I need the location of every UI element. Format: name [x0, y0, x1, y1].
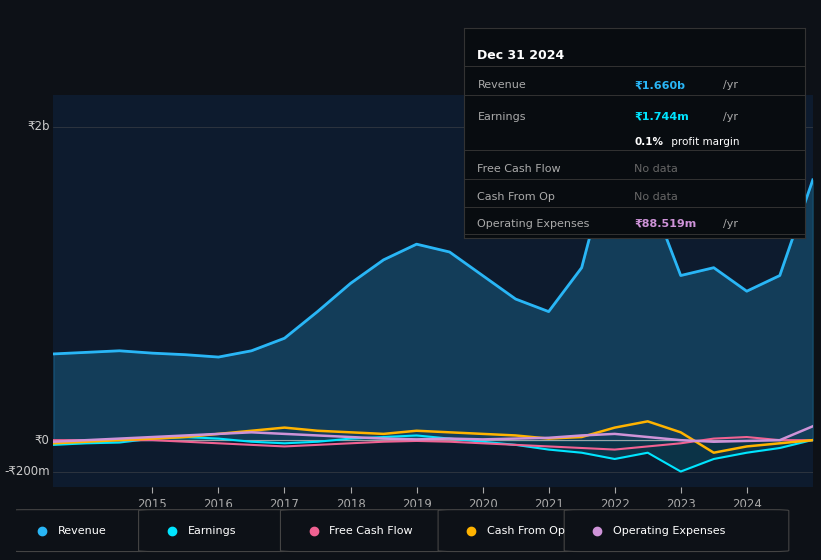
Text: ₹2b: ₹2b — [27, 120, 49, 133]
FancyBboxPatch shape — [139, 510, 292, 552]
Text: /yr: /yr — [722, 81, 738, 91]
Text: Cash From Op: Cash From Op — [478, 192, 555, 202]
Text: ₹1.744m: ₹1.744m — [635, 112, 689, 122]
Text: No data: No data — [635, 165, 678, 175]
Text: /yr: /yr — [722, 219, 738, 229]
Text: Operating Expenses: Operating Expenses — [613, 526, 726, 535]
FancyBboxPatch shape — [8, 510, 154, 552]
Text: Earnings: Earnings — [478, 112, 526, 122]
Text: Revenue: Revenue — [478, 81, 526, 91]
Text: ₹88.519m: ₹88.519m — [635, 219, 696, 229]
FancyBboxPatch shape — [564, 510, 789, 552]
Text: Operating Expenses: Operating Expenses — [478, 219, 589, 229]
Text: Cash From Op: Cash From Op — [487, 526, 565, 535]
Text: Free Cash Flow: Free Cash Flow — [329, 526, 413, 535]
Text: profit margin: profit margin — [668, 137, 740, 147]
Text: Earnings: Earnings — [187, 526, 236, 535]
Text: ₹0: ₹0 — [34, 433, 49, 447]
Text: 0.1%: 0.1% — [635, 137, 663, 147]
Text: ₹1.660b: ₹1.660b — [635, 81, 686, 91]
Text: /yr: /yr — [722, 112, 738, 122]
Text: Revenue: Revenue — [57, 526, 106, 535]
FancyBboxPatch shape — [438, 510, 576, 552]
Text: Free Cash Flow: Free Cash Flow — [478, 165, 561, 175]
Text: Dec 31 2024: Dec 31 2024 — [478, 49, 565, 62]
Text: -₹200m: -₹200m — [4, 465, 49, 478]
Text: No data: No data — [635, 192, 678, 202]
FancyBboxPatch shape — [281, 510, 450, 552]
